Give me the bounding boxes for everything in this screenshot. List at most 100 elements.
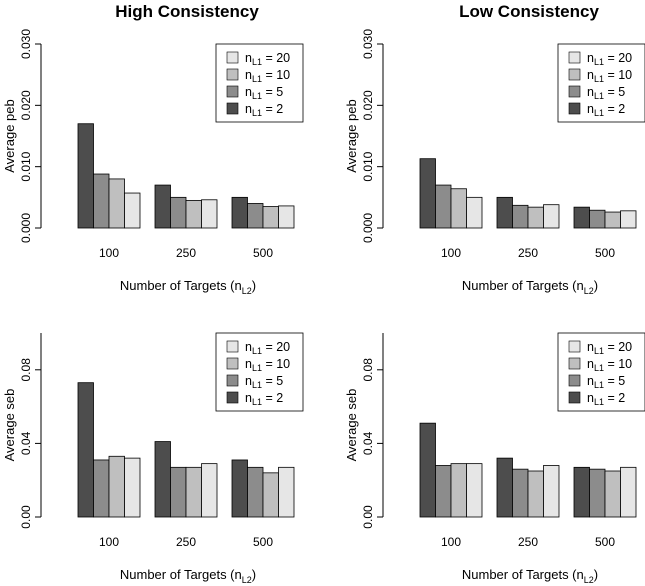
panel-2-bar-100-series-4 [466, 196, 483, 229]
panel-2-legend-swatch-2 [568, 85, 581, 98]
panel-3-bar-250-series-4 [201, 463, 218, 518]
panel-3-legend-swatch-1 [226, 391, 239, 404]
panel-2-x-tick-label: 100 [441, 246, 461, 260]
panel-3-bar-250-series-2 [170, 466, 187, 518]
panel-2-y-label: Average peb [344, 99, 359, 173]
panel-4-legend-label-3: nL1 = 10 [587, 357, 632, 373]
panel-1-bar-250-series-1 [154, 184, 171, 229]
panel-2-bar-250-series-2 [512, 204, 529, 229]
panel-1-bar-100-series-4 [124, 192, 141, 229]
panel-1-y-tick-label: 0.000 [19, 213, 33, 243]
panel-4-bar-100-series-4 [466, 463, 483, 518]
panel-4-y-tick-label: 0.08 [361, 358, 375, 382]
panel-1-bar-500-series-1 [231, 196, 248, 229]
panel-1-legend-swatch-4 [226, 51, 239, 64]
panel-3-bar-100-series-2 [93, 459, 110, 518]
panel-2-y-tick-label: 0.000 [361, 213, 375, 243]
panel-3-legend-label-2: nL1 = 5 [245, 374, 283, 390]
panel-4-x-tick-label: 500 [595, 535, 615, 549]
panel-2-x-tick-label: 500 [595, 246, 615, 260]
panel-2-bar-500-series-4 [620, 210, 637, 229]
panel-3-x-tick-label: 100 [99, 535, 119, 549]
panel-1-bar-500-series-3 [262, 206, 279, 229]
panel-2-bar-250-series-4 [543, 204, 560, 229]
panel-2-bar-100-series-3 [450, 188, 467, 229]
panel-2-bar-500-series-2 [589, 209, 606, 229]
panel-3-legend-label-4: nL1 = 20 [245, 340, 290, 356]
panel-4-legend-swatch-1 [568, 391, 581, 404]
panel-2-legend-label-2: nL1 = 5 [587, 85, 625, 101]
panel-3-y-tick-label: 0.00 [19, 505, 33, 529]
panel-4-y-label: Average seb [344, 389, 359, 462]
panel-1-x-label: Number of Targets (nL2) [120, 278, 256, 296]
panel-3-legend-label-3: nL1 = 10 [245, 357, 290, 373]
panel-4-y-tick-label: 0.00 [361, 505, 375, 529]
panel-1-x-tick-label: 500 [253, 246, 273, 260]
panel-1-title: High Consistency [115, 2, 259, 21]
panel-3-bar-100-series-3 [108, 455, 125, 518]
panel-2-legend-label-1: nL1 = 2 [587, 102, 625, 118]
panel-1-bar-100-series-3 [108, 178, 125, 229]
panel-1-bar-100-series-2 [93, 173, 110, 229]
panel-2-y-tick-label: 0.010 [361, 151, 375, 181]
panel-1-bar-100-series-1 [77, 123, 94, 229]
panel-3-x-label: Number of Targets (nL2) [120, 567, 256, 585]
panel-1-legend-label-1: nL1 = 2 [245, 102, 283, 118]
panel-2-bar-100-series-2 [435, 184, 452, 229]
panel-3-legend-swatch-3 [226, 357, 239, 370]
panel-4-bar-500-series-2 [589, 468, 606, 518]
panel-3-y-tick-label: 0.04 [19, 431, 33, 455]
panel-4-legend-label-2: nL1 = 5 [587, 374, 625, 390]
panel-1-y-tick-label: 0.030 [19, 29, 33, 59]
panel-3-bar-100-series-4 [124, 457, 141, 518]
panel-2-legend-swatch-3 [568, 68, 581, 81]
panel-2-legend-label-3: nL1 = 10 [587, 68, 632, 84]
panel-1-legend-label-3: nL1 = 10 [245, 68, 290, 84]
panel-3-bar-500-series-1 [231, 459, 248, 518]
panel-1-legend-swatch-2 [226, 85, 239, 98]
panel-2-title: Low Consistency [459, 2, 599, 21]
panel-3-y-label: Average seb [2, 389, 17, 462]
panel-1-legend-label-4: nL1 = 20 [245, 51, 290, 67]
panel-2-legend-swatch-4 [568, 51, 581, 64]
panel-4-bar-250-series-2 [512, 468, 529, 518]
panel-3-y-tick-label: 0.08 [19, 358, 33, 382]
panel-1-bar-500-series-4 [278, 205, 295, 229]
panel-1-legend-swatch-3 [226, 68, 239, 81]
panel-1-y-tick-label: 0.020 [19, 90, 33, 120]
panel-2-bar-100-series-1 [419, 158, 436, 229]
panel-1-y-tick-label: 0.010 [19, 151, 33, 181]
panel-3-legend-label-1: nL1 = 2 [245, 391, 283, 407]
panel-1-bar-250-series-4 [201, 199, 218, 229]
panel-4-bar-500-series-4 [620, 466, 637, 518]
panel-4-y-tick-label: 0.04 [361, 431, 375, 455]
panel-1-x-tick-label: 250 [176, 246, 196, 260]
panel-1-bar-250-series-3 [185, 199, 202, 229]
panel-4-legend-label-4: nL1 = 20 [587, 340, 632, 356]
panel-4-bar-500-series-3 [604, 470, 621, 518]
panel-2-legend-label-4: nL1 = 20 [587, 51, 632, 67]
panel-1-legend-swatch-1 [226, 102, 239, 115]
panel-1-x-tick-label: 100 [99, 246, 119, 260]
panel-4-bar-250-series-3 [527, 470, 544, 518]
panel-4-x-tick-label: 250 [518, 535, 538, 549]
panel-2-bar-250-series-3 [527, 206, 544, 229]
panel-2-x-label: Number of Targets (nL2) [462, 278, 598, 296]
panel-4-bar-100-series-1 [419, 422, 436, 518]
panel-2-y-tick-label: 0.020 [361, 90, 375, 120]
panel-1-legend-label-2: nL1 = 5 [245, 85, 283, 101]
panel-3-x-tick-label: 500 [253, 535, 273, 549]
panel-4-x-label: Number of Targets (nL2) [462, 567, 598, 585]
panel-1-y-label: Average peb [2, 99, 17, 173]
panel-1-bar-250-series-2 [170, 196, 187, 229]
panel-4-legend-swatch-2 [568, 374, 581, 387]
panel-3-bar-100-series-1 [77, 382, 94, 518]
panel-3-legend-swatch-4 [226, 340, 239, 353]
panel-3-bar-500-series-3 [262, 472, 279, 518]
panel-2-y-tick-label: 0.030 [361, 29, 375, 59]
panel-3-bar-500-series-2 [247, 466, 264, 518]
panel-2-bar-500-series-3 [604, 211, 621, 229]
panel-4-legend-swatch-4 [568, 340, 581, 353]
panel-4-bar-250-series-4 [543, 465, 560, 518]
